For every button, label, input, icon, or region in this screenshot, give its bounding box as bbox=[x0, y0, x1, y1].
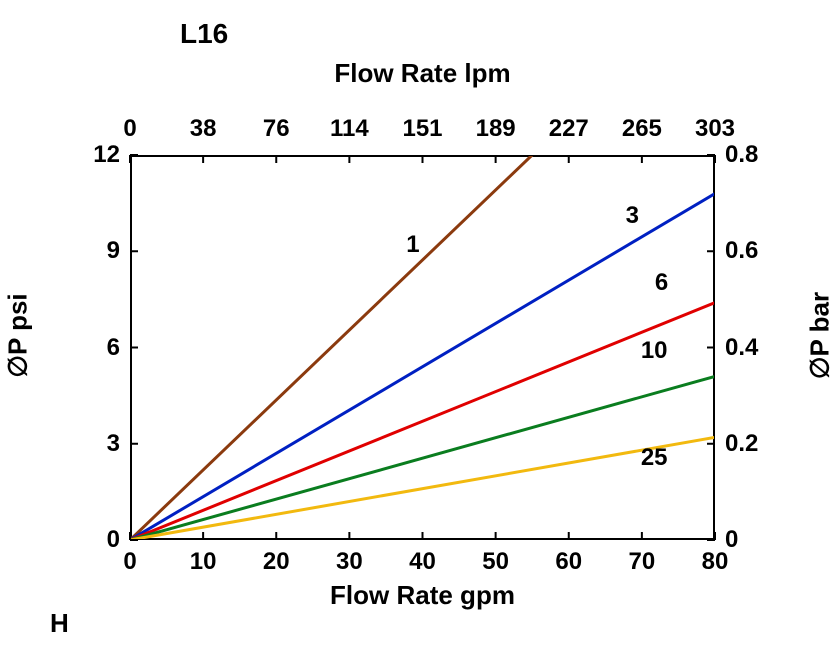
y-left-tick: 12 bbox=[75, 141, 120, 169]
y-left-tick: 3 bbox=[75, 430, 120, 458]
x-top-tick: 0 bbox=[100, 115, 160, 143]
y-right-tick: 0.6 bbox=[725, 237, 780, 265]
y-left-tick: 0 bbox=[75, 526, 120, 554]
series-label: 3 bbox=[607, 202, 657, 230]
x-top-tick: 76 bbox=[246, 115, 306, 143]
x-top-tick: 303 bbox=[685, 115, 745, 143]
x-bottom-tick: 60 bbox=[544, 548, 594, 576]
x-bottom-tick: 20 bbox=[251, 548, 301, 576]
y-right-tick: 0.4 bbox=[725, 334, 780, 362]
y-left-tick: 9 bbox=[75, 237, 120, 265]
series-label: 25 bbox=[629, 444, 679, 472]
y-left-tick: 6 bbox=[75, 334, 120, 362]
y-right-tick: 0.2 bbox=[725, 430, 780, 458]
x-bottom-tick: 40 bbox=[398, 548, 448, 576]
series-label: 6 bbox=[637, 269, 687, 297]
x-top-tick: 265 bbox=[612, 115, 672, 143]
y-right-tick: 0.8 bbox=[725, 141, 780, 169]
x-top-tick: 189 bbox=[466, 115, 526, 143]
x-bottom-tick: 70 bbox=[617, 548, 667, 576]
chart-container: { "chart": { "type": "line", "title": "L… bbox=[0, 0, 838, 646]
x-bottom-tick: 10 bbox=[178, 548, 228, 576]
x-top-tick: 38 bbox=[173, 115, 233, 143]
x-bottom-tick: 30 bbox=[324, 548, 374, 576]
y-right-tick: 0 bbox=[725, 526, 780, 554]
x-top-tick: 114 bbox=[319, 115, 379, 143]
series-label: 1 bbox=[388, 231, 438, 259]
x-top-tick: 227 bbox=[539, 115, 599, 143]
x-top-tick: 151 bbox=[393, 115, 453, 143]
series-label: 10 bbox=[629, 337, 679, 365]
x-bottom-tick: 50 bbox=[471, 548, 521, 576]
